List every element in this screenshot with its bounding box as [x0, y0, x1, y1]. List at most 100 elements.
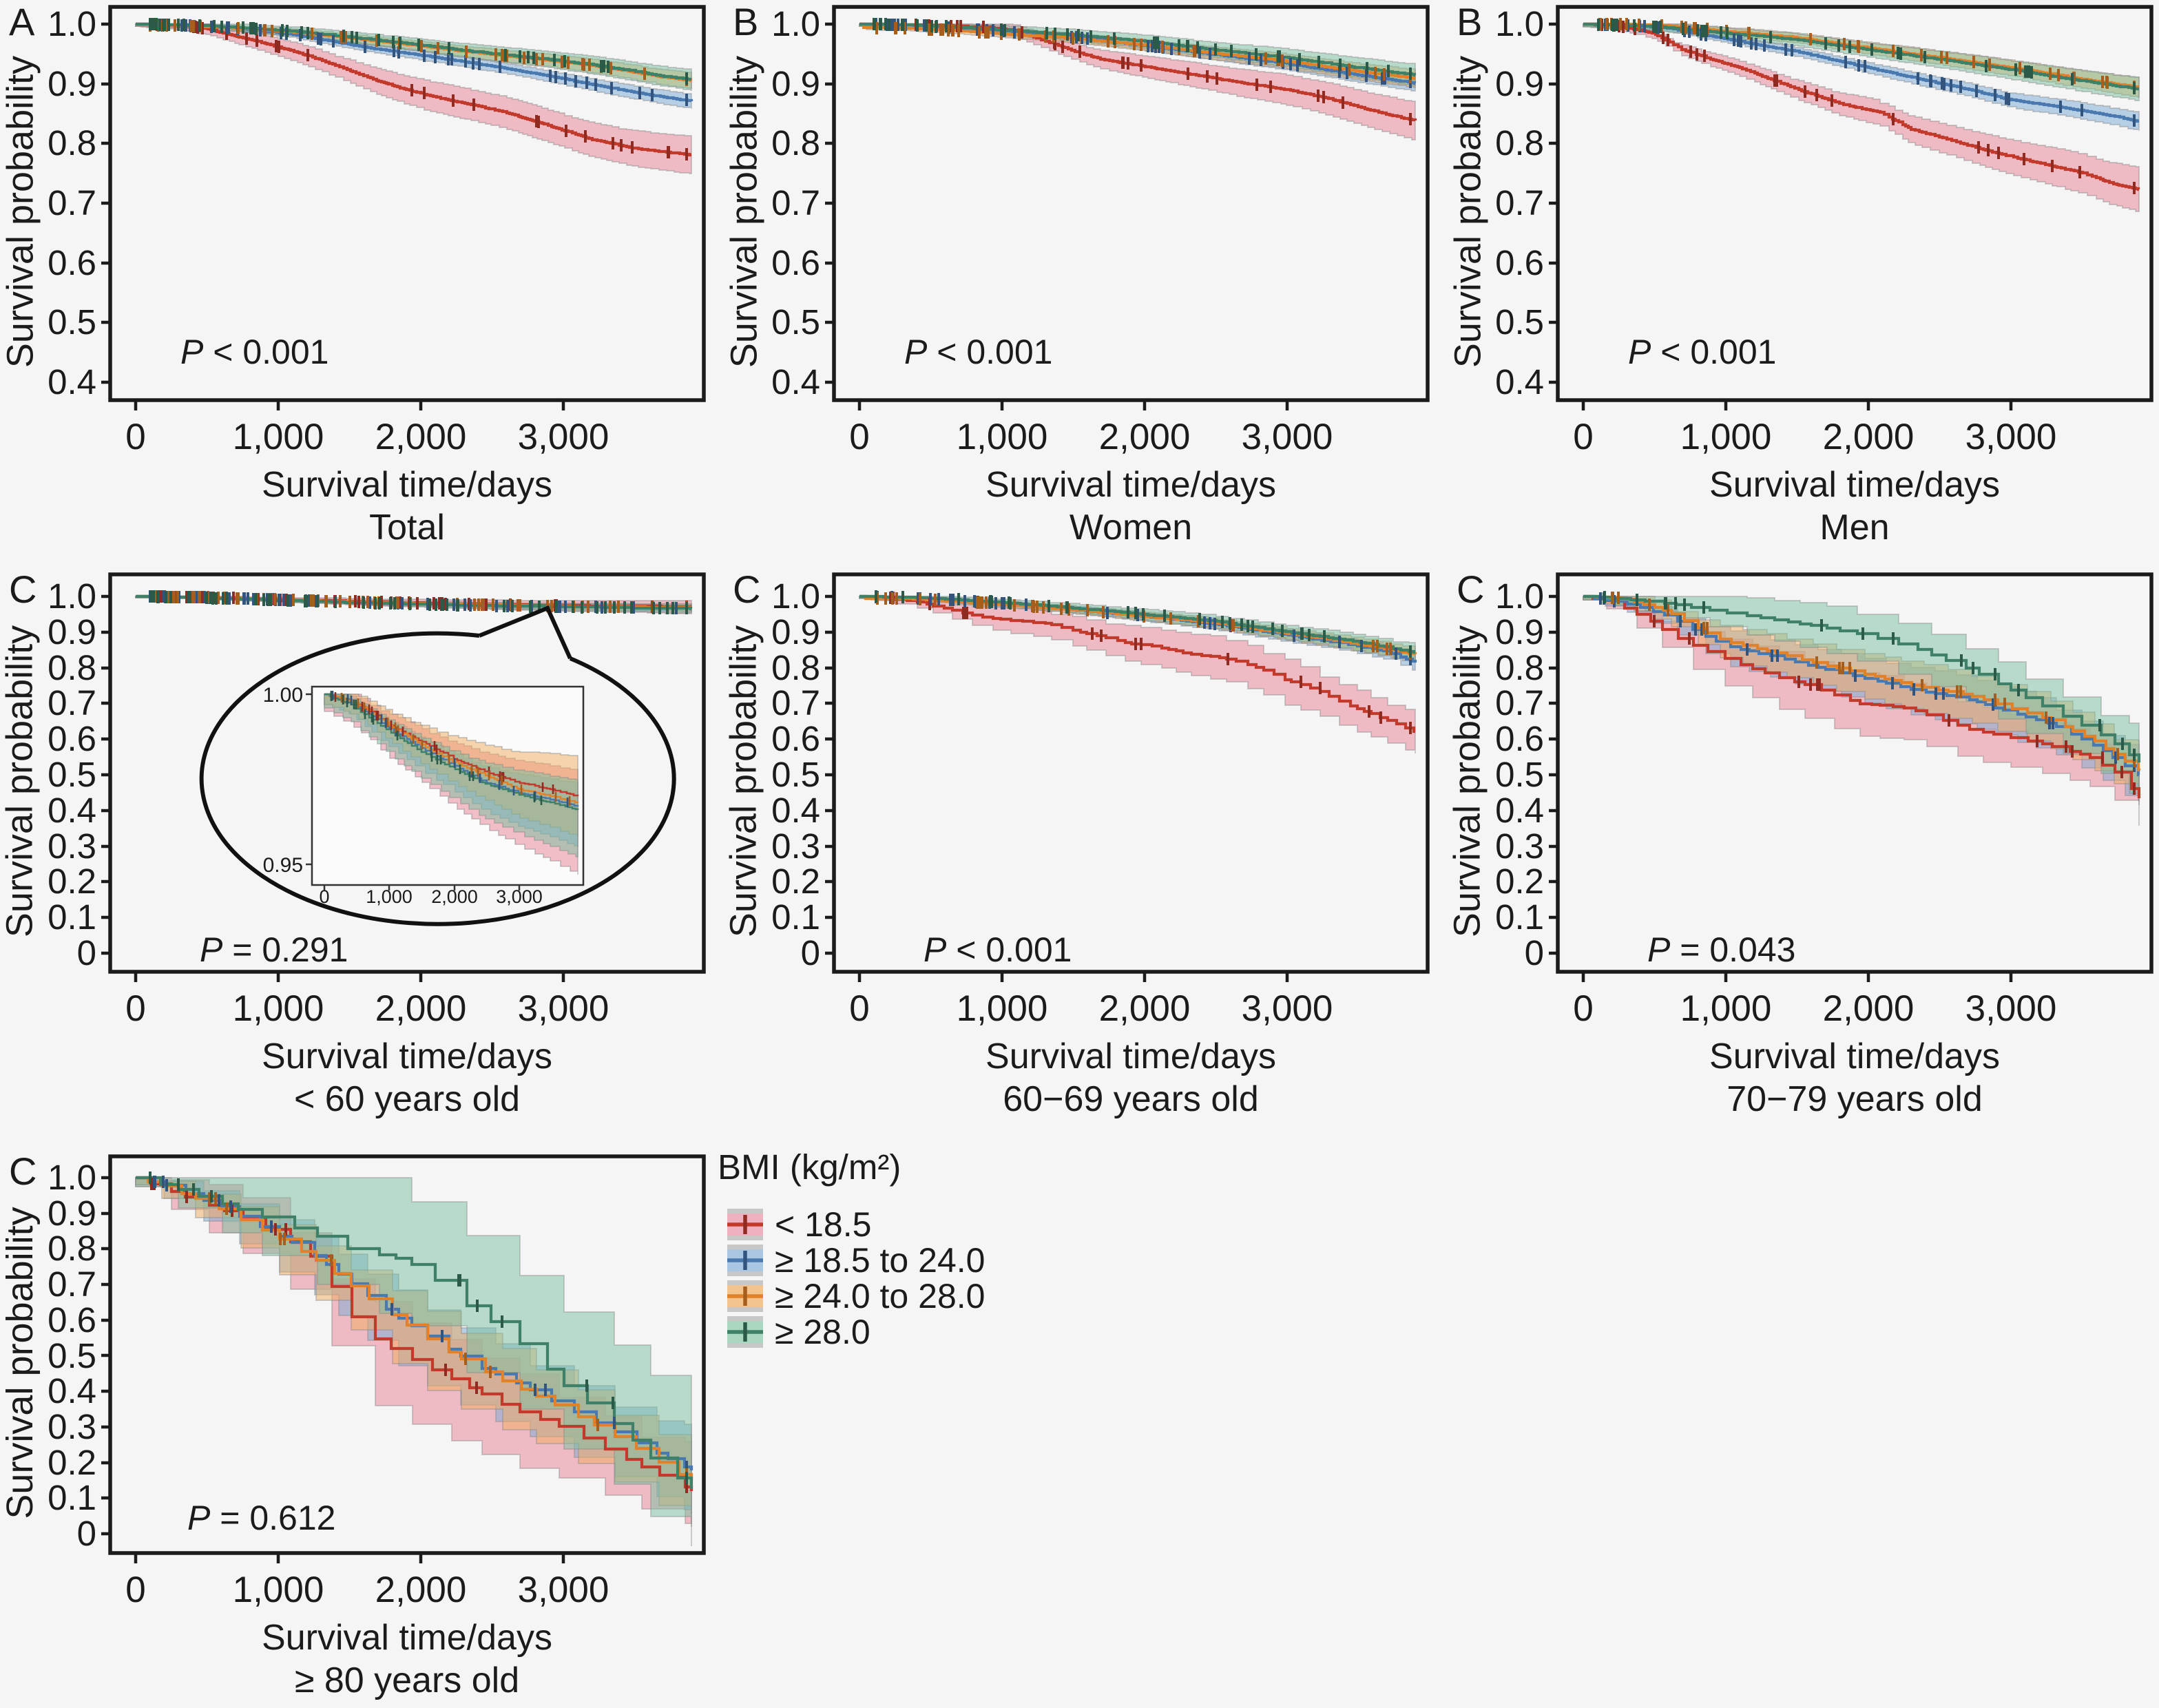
svg-text:0.6: 0.6: [771, 719, 820, 758]
svg-text:0.8: 0.8: [771, 123, 820, 163]
svg-text:0.6: 0.6: [771, 243, 820, 282]
svg-text:0.1: 0.1: [48, 1478, 96, 1517]
svg-text:1.0: 1.0: [1495, 4, 1544, 43]
svg-text:0.5: 0.5: [48, 302, 96, 342]
svg-text:0.9: 0.9: [48, 64, 96, 103]
svg-text:C: C: [1457, 567, 1484, 611]
svg-text:0.5: 0.5: [771, 755, 820, 794]
svg-text:0.9: 0.9: [771, 612, 820, 652]
svg-text:60−69 years old: 60−69 years old: [1003, 1079, 1259, 1119]
svg-text:P < 0.001: P < 0.001: [1628, 333, 1776, 371]
svg-text:3,000: 3,000: [1965, 988, 2057, 1029]
svg-text:1.00: 1.00: [263, 684, 303, 707]
svg-text:0.3: 0.3: [771, 826, 820, 866]
svg-text:0.8: 0.8: [48, 1229, 96, 1268]
svg-text:2,000: 2,000: [1099, 988, 1191, 1029]
svg-text:B: B: [1457, 0, 1482, 43]
svg-text:Survival probability: Survival probability: [0, 1207, 41, 1519]
svg-text:1,000: 1,000: [233, 1570, 324, 1610]
svg-text:Survival probability: Survival probability: [0, 625, 41, 937]
svg-text:C: C: [9, 567, 36, 611]
svg-text:1.0: 1.0: [771, 576, 820, 616]
svg-text:Total: Total: [369, 508, 445, 548]
svg-text:0.6: 0.6: [48, 243, 96, 282]
svg-text:0.3: 0.3: [48, 826, 96, 866]
svg-text:0.1: 0.1: [1495, 897, 1544, 937]
svg-text:BMI (kg/m²): BMI (kg/m²): [718, 1147, 901, 1187]
svg-text:≥ 18.5 to 24.0: ≥ 18.5 to 24.0: [775, 1241, 985, 1280]
svg-text:1,000: 1,000: [957, 988, 1048, 1029]
svg-text:0.8: 0.8: [48, 648, 96, 687]
svg-text:0.7: 0.7: [771, 683, 820, 722]
svg-text:Survival time/days: Survival time/days: [985, 465, 1276, 505]
svg-text:2,000: 2,000: [431, 886, 478, 907]
svg-text:1,000: 1,000: [1680, 417, 1772, 457]
svg-text:0: 0: [801, 933, 820, 972]
svg-text:Survival probability: Survival probability: [724, 56, 765, 368]
svg-text:0.8: 0.8: [1495, 648, 1544, 687]
svg-text:0.4: 0.4: [48, 1371, 96, 1410]
svg-text:Survival time/days: Survival time/days: [262, 1618, 552, 1658]
svg-text:0.9: 0.9: [771, 64, 820, 103]
svg-text:B: B: [733, 0, 758, 43]
svg-text:0.4: 0.4: [771, 791, 820, 830]
svg-text:0.4: 0.4: [1495, 791, 1544, 830]
svg-text:0: 0: [77, 933, 96, 972]
svg-text:Survival probability: Survival probability: [1447, 625, 1488, 937]
svg-text:0.4: 0.4: [48, 791, 96, 830]
svg-text:0.6: 0.6: [48, 719, 96, 758]
svg-text:Survival time/days: Survival time/days: [985, 1037, 1276, 1076]
svg-text:0.9: 0.9: [1495, 612, 1544, 652]
svg-text:0.2: 0.2: [1495, 862, 1544, 901]
svg-text:0: 0: [125, 1570, 145, 1610]
svg-text:Men: Men: [1819, 508, 1889, 548]
svg-text:0: 0: [849, 417, 869, 457]
svg-text:0.9: 0.9: [48, 1194, 96, 1233]
svg-text:0.6: 0.6: [48, 1300, 96, 1340]
svg-text:0.7: 0.7: [1495, 683, 1544, 722]
svg-text:1.0: 1.0: [1495, 576, 1544, 616]
svg-text:0.9: 0.9: [1495, 64, 1544, 103]
svg-text:0: 0: [849, 988, 869, 1029]
svg-text:3,000: 3,000: [496, 886, 543, 907]
svg-text:0.5: 0.5: [771, 302, 820, 342]
svg-text:2,000: 2,000: [1099, 417, 1191, 457]
svg-text:P = 0.043: P = 0.043: [1647, 930, 1795, 969]
svg-text:0.2: 0.2: [771, 862, 820, 901]
svg-text:3,000: 3,000: [518, 1570, 609, 1610]
svg-text:0.2: 0.2: [48, 862, 96, 901]
svg-text:0: 0: [1525, 933, 1544, 972]
svg-text:P < 0.001: P < 0.001: [180, 333, 328, 371]
svg-text:0.5: 0.5: [48, 755, 96, 794]
svg-text:0.7: 0.7: [48, 683, 96, 722]
svg-text:0.4: 0.4: [1495, 362, 1544, 402]
svg-text:0: 0: [319, 886, 329, 907]
svg-text:0.7: 0.7: [771, 183, 820, 222]
svg-text:0.5: 0.5: [1495, 302, 1544, 342]
svg-text:0.9: 0.9: [48, 612, 96, 652]
svg-text:1.0: 1.0: [771, 4, 820, 43]
svg-text:0.4: 0.4: [48, 362, 96, 402]
svg-text:2,000: 2,000: [375, 988, 467, 1029]
svg-text:0.8: 0.8: [1495, 123, 1544, 163]
svg-text:0.7: 0.7: [1495, 183, 1544, 222]
svg-text:Survival probability: Survival probability: [723, 625, 764, 937]
svg-text:0.5: 0.5: [1495, 755, 1544, 794]
svg-text:C: C: [9, 1149, 36, 1193]
svg-text:3,000: 3,000: [518, 417, 609, 457]
svg-text:P = 0.612: P = 0.612: [187, 1499, 335, 1537]
svg-text:1.0: 1.0: [48, 1158, 96, 1197]
svg-text:Survival probability: Survival probability: [1448, 56, 1489, 368]
svg-text:1.0: 1.0: [48, 576, 96, 616]
svg-text:1,000: 1,000: [366, 886, 413, 907]
svg-text:P = 0.291: P = 0.291: [200, 930, 348, 969]
svg-text:Women: Women: [1070, 508, 1192, 548]
svg-text:Survival time/days: Survival time/days: [262, 465, 552, 505]
svg-text:3,000: 3,000: [1965, 417, 2057, 457]
svg-text:70−79 years old: 70−79 years old: [1727, 1079, 1983, 1119]
svg-text:0.8: 0.8: [48, 123, 96, 163]
svg-text:0: 0: [125, 417, 145, 457]
svg-text:P < 0.001: P < 0.001: [904, 333, 1052, 371]
svg-text:< 60 years old: < 60 years old: [294, 1079, 520, 1119]
svg-text:3,000: 3,000: [1242, 417, 1333, 457]
